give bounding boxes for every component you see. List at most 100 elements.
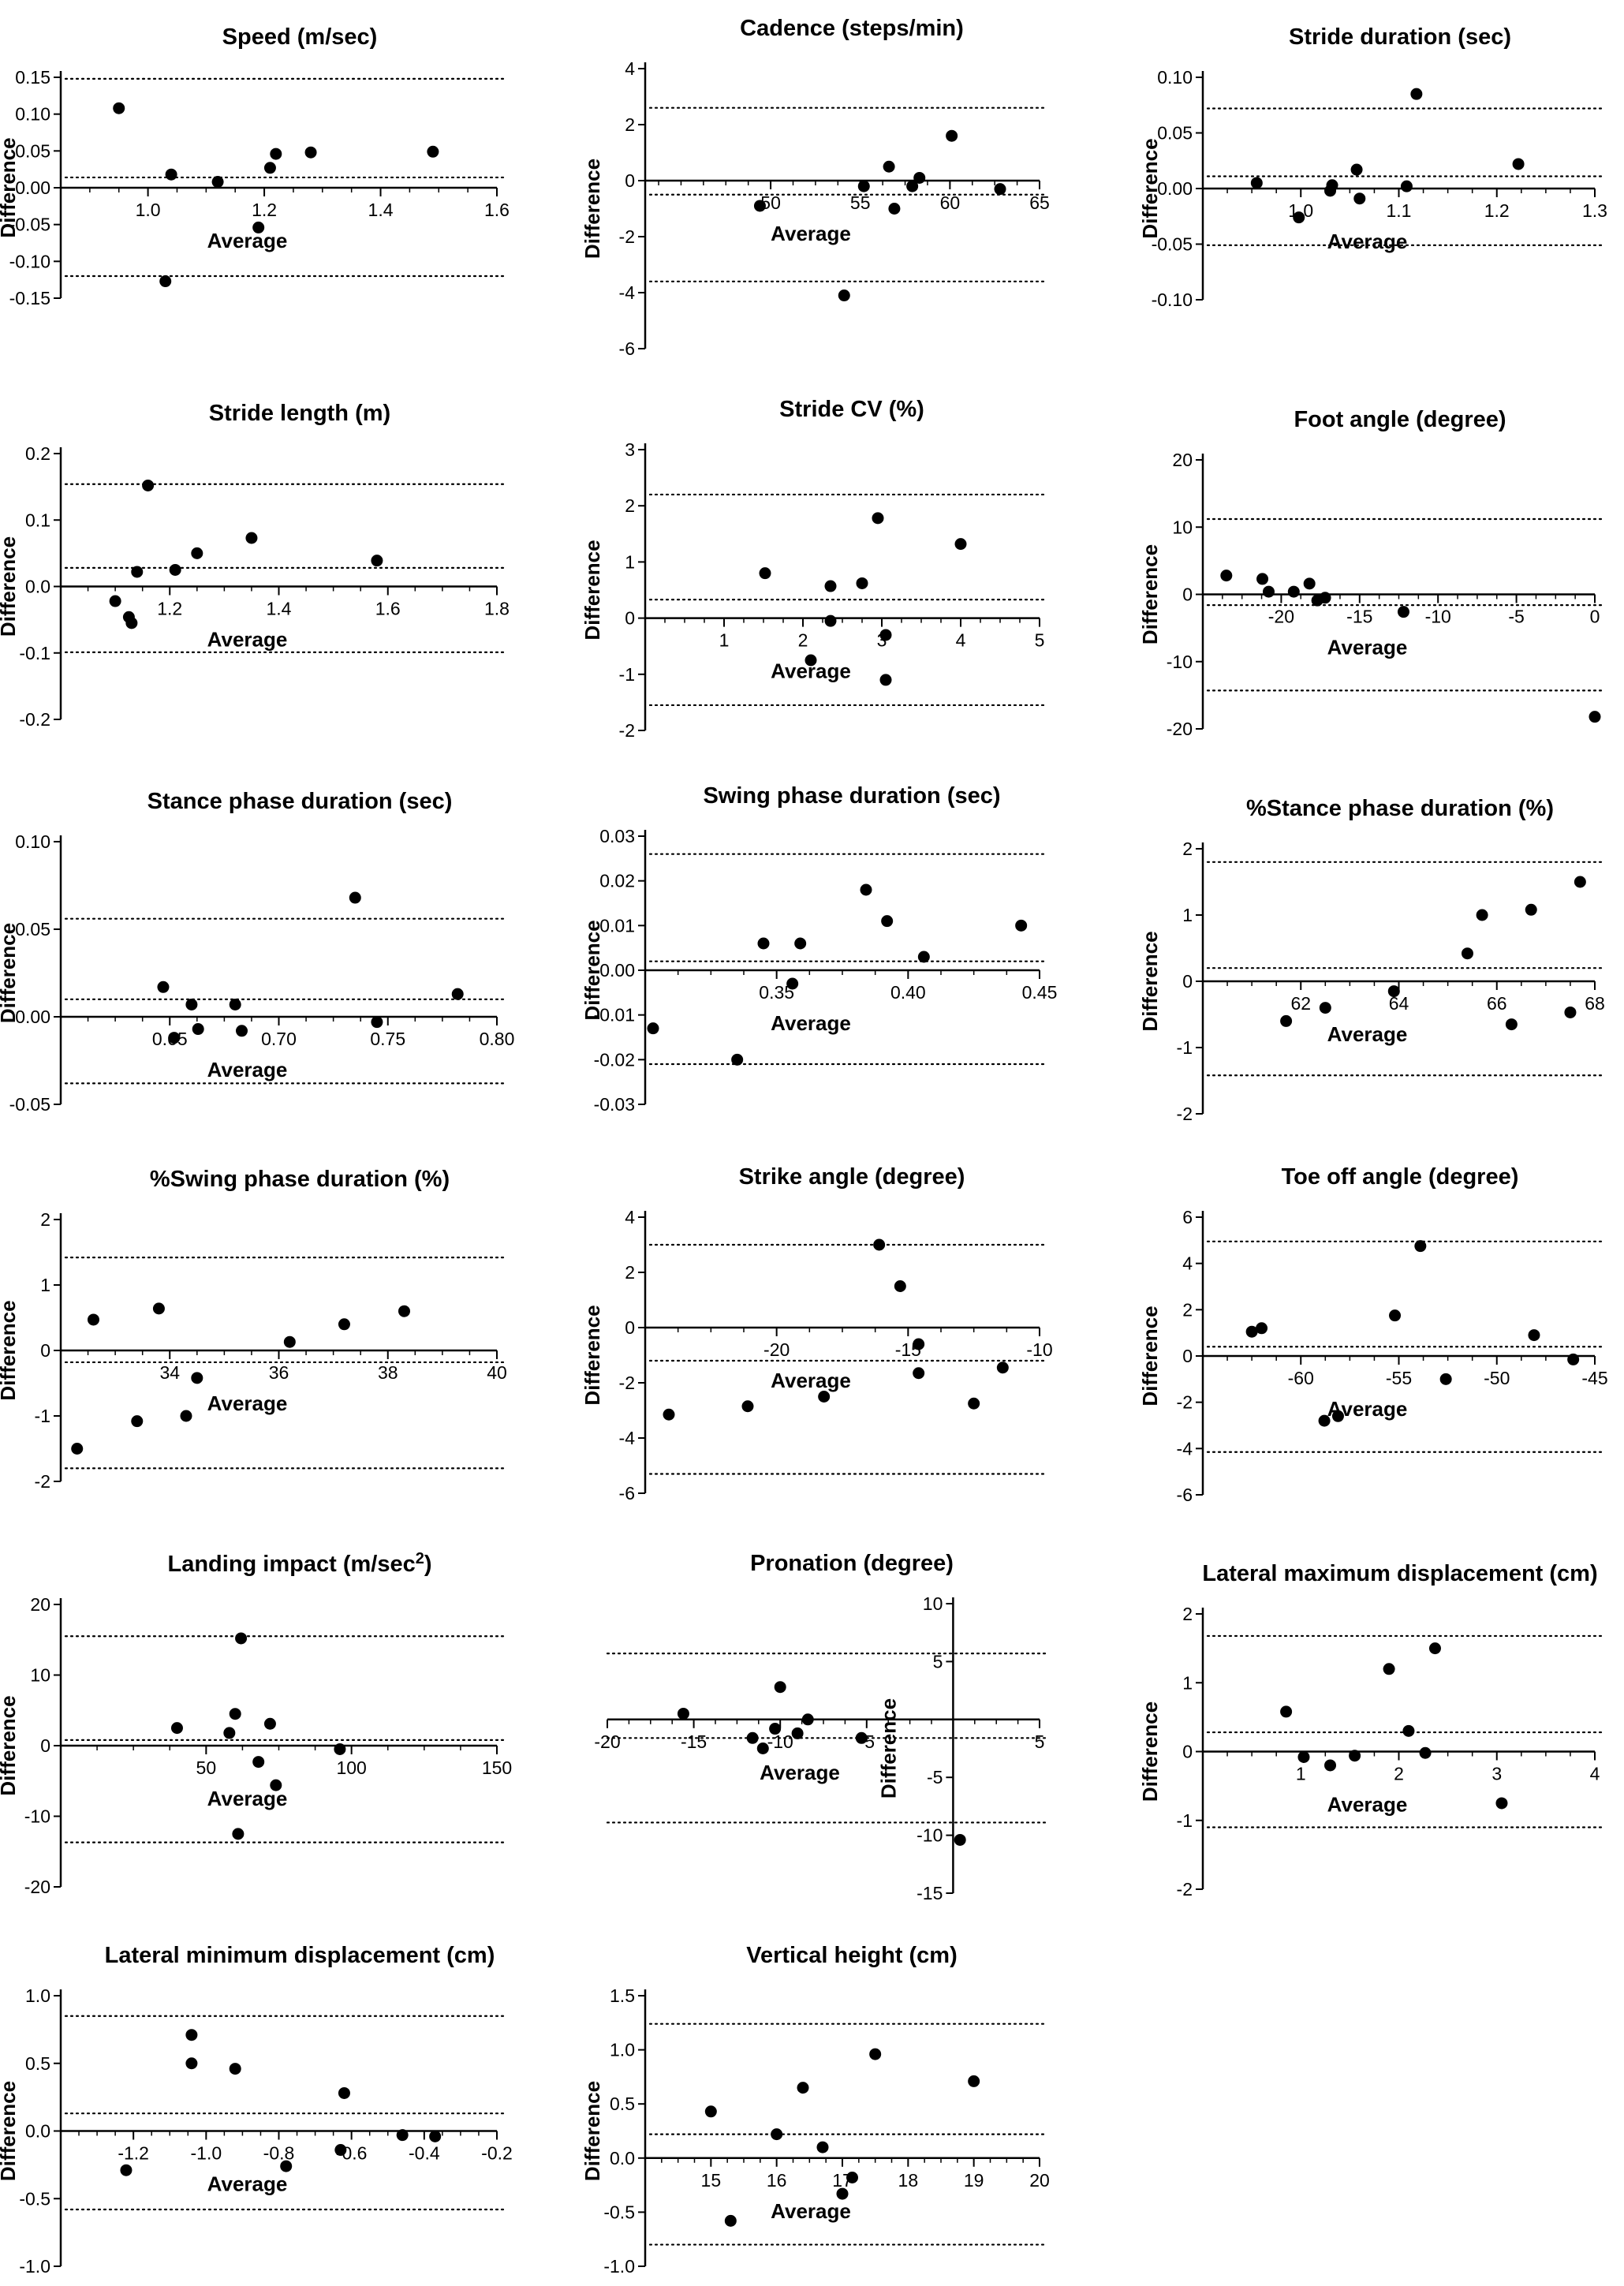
data-point (1349, 1750, 1361, 1762)
y-tick-label: 3 (625, 439, 635, 460)
x-tick-label: 15 (701, 2170, 722, 2191)
data-point (1589, 711, 1601, 723)
data-point (71, 1443, 84, 1455)
data-point (741, 1400, 754, 1413)
y-tick-label: 0.00 (1157, 178, 1193, 199)
y-axis-title: Difference (1138, 138, 1162, 238)
y-tick-label: 0 (1182, 1742, 1193, 1762)
x-axis-title: Average (771, 222, 851, 245)
x-tick-label: -5 (1508, 607, 1524, 627)
y-tick-label: -0.5 (19, 2188, 50, 2209)
x-axis-title: Average (207, 1391, 288, 1415)
y-axis-title: Difference (0, 2081, 20, 2181)
chart-title: Stride CV (%) (779, 397, 924, 422)
data-point (371, 1016, 383, 1029)
x-tick-label: 40 (487, 1362, 507, 1383)
y-axis-title: Difference (581, 920, 604, 1020)
x-tick-label: 1 (719, 630, 730, 651)
data-point (398, 1305, 410, 1317)
chart-panel: Toe off angle (degree) -6 -4 -2 0 2 4 6 -60 -55 -5… (1138, 1164, 1608, 1505)
y-tick-label: 0.0 (25, 2121, 50, 2142)
data-point (1324, 185, 1337, 197)
data-point (235, 1025, 248, 1037)
y-tick-label: 1.5 (610, 1985, 635, 2006)
y-tick-label: 0.0 (610, 2148, 635, 2168)
data-point (229, 2063, 241, 2075)
y-tick-label: 10 (1172, 517, 1193, 537)
chart-panel: Stride duration (sec) -0.10 -0.05 0.00 0.05 0… (1138, 24, 1607, 310)
data-point (769, 1723, 782, 1735)
data-point (860, 883, 872, 896)
chart-panel: Lateral minimum displacement (cm) -1.0 -0.… (0, 1943, 513, 2277)
x-tick-label: -0.4 (409, 2143, 440, 2164)
x-tick-label: 4 (956, 630, 966, 651)
data-point (801, 1713, 814, 1726)
data-point (677, 1707, 689, 1720)
y-tick-label: 1.0 (25, 1985, 50, 2006)
x-tick-label: 100 (336, 1757, 366, 1778)
data-point (855, 1731, 868, 1744)
y-tick-label: 10 (923, 1593, 943, 1614)
chart-panel: %Swing phase duration (%) -2 -1 0 1 2 34 36 38 40… (0, 1167, 507, 1492)
data-point (1564, 1006, 1577, 1018)
y-tick-label: -2 (1177, 1392, 1193, 1413)
x-tick-label: -20 (1268, 607, 1294, 627)
data-point (856, 577, 868, 589)
chart-title: Swing phase duration (sec) (703, 783, 1000, 809)
y-tick-label: -2 (35, 1471, 50, 1492)
x-tick-label: -0.2 (481, 2143, 513, 2164)
x-tick-label: 60 (940, 192, 961, 213)
chart-title: Lateral maximum displacement (cm) (1202, 1561, 1597, 1586)
y-tick-label: -1.0 (603, 2256, 635, 2277)
data-point (797, 2082, 809, 2094)
chart-panel: Foot angle (degree) -20 -10 0 10 20 -20 -15 -10 -… (1138, 407, 1603, 739)
y-tick-label: 0.00 (15, 1007, 50, 1027)
x-tick-label: 1.2 (1484, 200, 1510, 221)
x-axis-title: Average (207, 628, 288, 652)
x-tick-label: 20 (1029, 2170, 1050, 2191)
data-point (879, 629, 892, 641)
data-point (131, 1415, 144, 1428)
data-point (334, 1743, 346, 1755)
x-tick-label: -55 (1386, 1368, 1412, 1388)
data-point (1220, 570, 1233, 582)
data-point (1525, 903, 1537, 916)
data-point (838, 289, 850, 302)
data-point (229, 1708, 241, 1720)
data-point (245, 532, 258, 544)
y-tick-label: 2 (625, 114, 635, 135)
y-axis-title: Difference (1138, 1305, 1162, 1406)
y-tick-label: -5 (927, 1767, 943, 1787)
y-tick-label: -0.05 (9, 215, 50, 235)
data-point (753, 200, 766, 212)
x-tick-label: -1.0 (191, 2143, 222, 2164)
y-tick-label: -6 (619, 1483, 635, 1503)
x-tick-label: -15 (681, 1731, 707, 1752)
data-point (869, 2048, 882, 2060)
y-tick-label: -0.5 (603, 2202, 635, 2222)
chart-title-superscript: 2 (416, 1550, 424, 1567)
x-tick-label: 5 (1035, 630, 1045, 651)
data-point (338, 2086, 350, 2099)
y-tick-label: -0.10 (9, 251, 50, 271)
data-point (120, 2164, 133, 2176)
x-tick-label: 150 (482, 1757, 512, 1778)
y-tick-label: 20 (30, 1594, 50, 1615)
y-tick-label: 1.0 (610, 2040, 635, 2060)
chart-title: Cadence (steps/min) (740, 16, 964, 41)
data-point (786, 977, 799, 990)
x-tick-label: -0.8 (263, 2143, 295, 2164)
data-point (87, 1313, 99, 1326)
y-tick-label: 0.1 (25, 510, 50, 530)
data-point (1015, 919, 1028, 932)
y-tick-label: -6 (1177, 1485, 1193, 1505)
chart-panel: Vertical height (cm) -1.0 -0.5 0.0 0.5 1.0 1.5… (581, 1943, 1050, 2277)
chart-title: Stride duration (sec) (1289, 24, 1511, 50)
x-tick-label: 0.45 (1022, 982, 1058, 1003)
data-point (1262, 585, 1275, 598)
x-tick-label: 62 (1290, 993, 1311, 1014)
x-tick-label: -1.2 (118, 2143, 149, 2164)
y-tick-label: 10 (30, 1665, 50, 1686)
